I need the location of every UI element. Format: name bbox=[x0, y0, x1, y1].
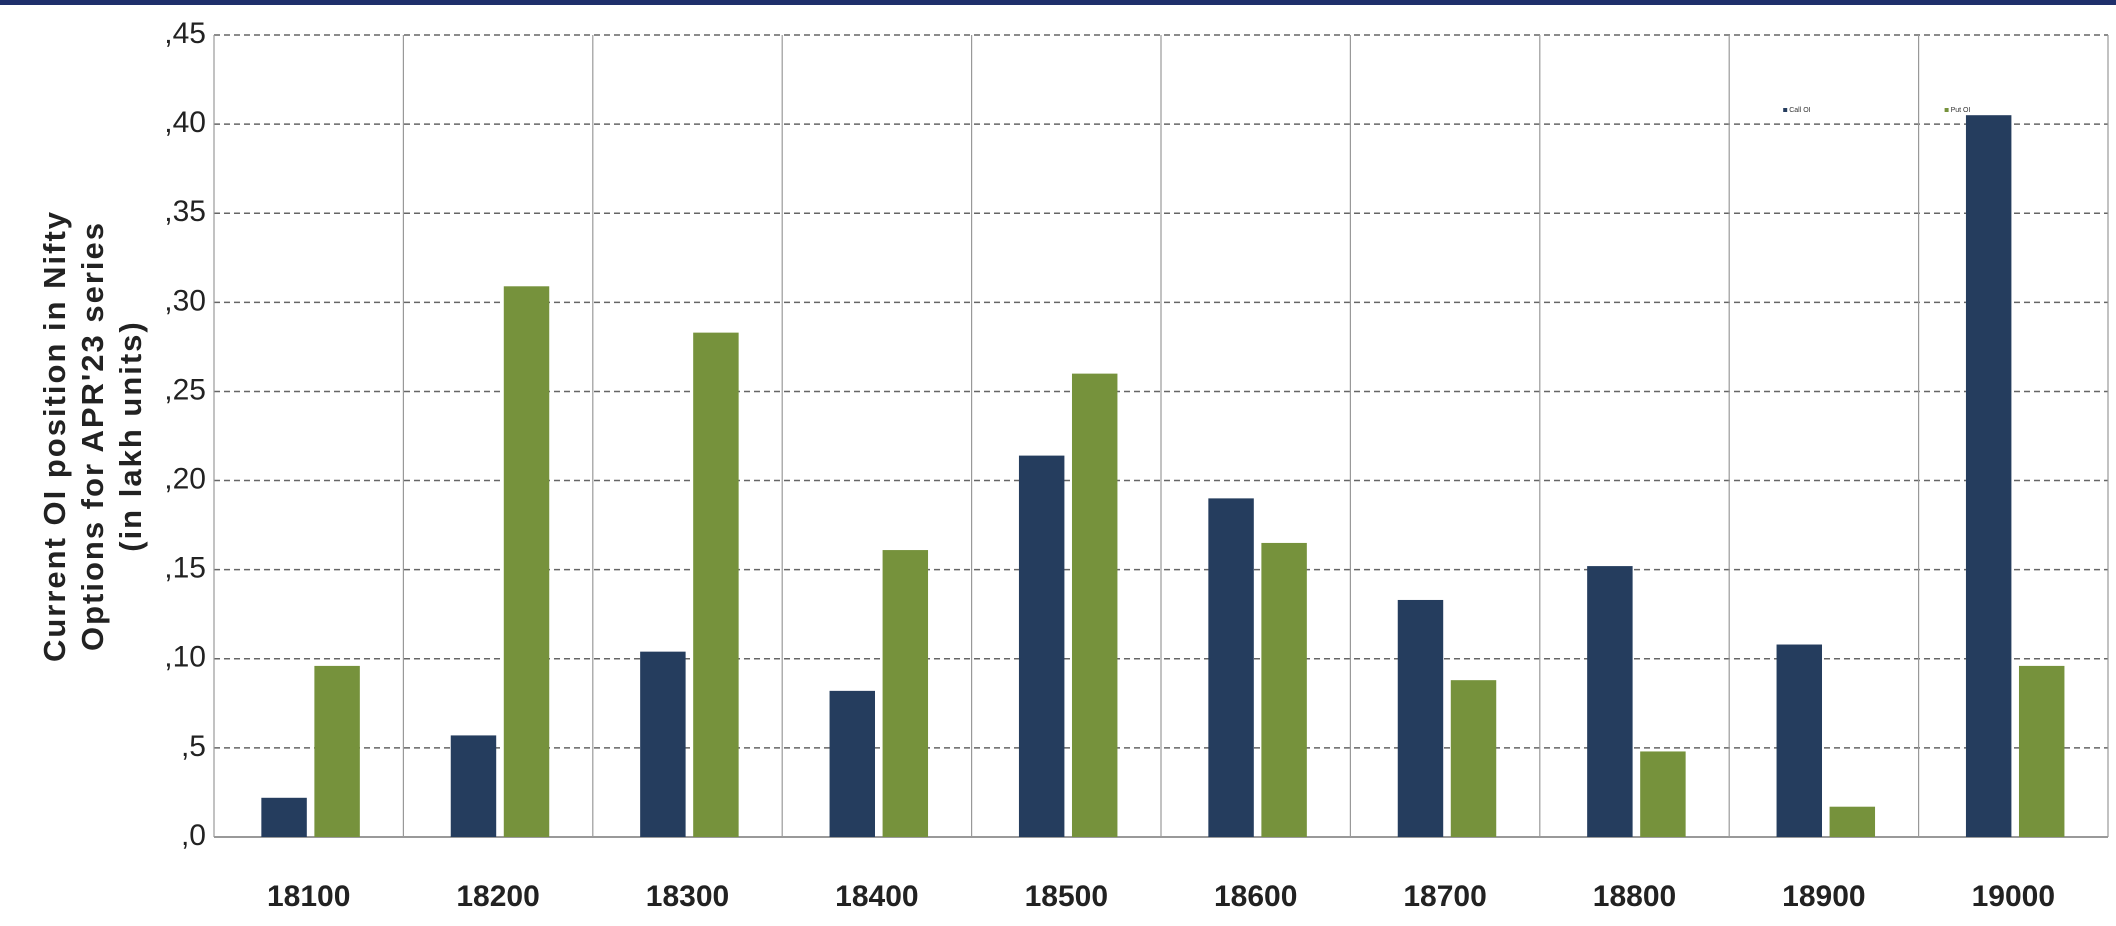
x-tick-label: 18900 bbox=[1782, 880, 1865, 913]
y-tick-label: ,25 bbox=[164, 373, 206, 406]
bar bbox=[882, 550, 929, 837]
x-tick-label: 18200 bbox=[456, 880, 539, 913]
x-tick-label: 18800 bbox=[1593, 880, 1676, 913]
x-tick-label: 18500 bbox=[1025, 880, 1108, 913]
y-tick-label: ,30 bbox=[164, 284, 206, 317]
y-tick-label: ,0 bbox=[181, 819, 206, 852]
x-tick-label: 18300 bbox=[646, 880, 729, 913]
x-tick-label: 18600 bbox=[1214, 880, 1297, 913]
bar bbox=[1071, 373, 1118, 837]
bar bbox=[450, 735, 497, 837]
legend-label: Put OI bbox=[1951, 107, 1971, 114]
bar bbox=[1776, 644, 1823, 837]
bar bbox=[640, 651, 686, 837]
bar bbox=[1640, 751, 1686, 837]
y-axis-label: Current OI position in Nifty Options for … bbox=[37, 210, 148, 662]
bar bbox=[1829, 806, 1876, 837]
legend-swatch bbox=[1944, 108, 1949, 112]
y-tick-label: ,10 bbox=[164, 641, 206, 674]
y-tick-label: ,15 bbox=[164, 552, 206, 585]
x-tick-label: 19000 bbox=[1972, 880, 2055, 913]
bar bbox=[1397, 599, 1444, 837]
x-tick-label: 18400 bbox=[835, 880, 918, 913]
bar bbox=[829, 690, 876, 837]
bar bbox=[1587, 566, 1633, 837]
bar bbox=[2018, 665, 2065, 837]
x-tick-label: 18100 bbox=[267, 880, 350, 913]
y-tick-label: ,40 bbox=[164, 106, 206, 139]
top-border bbox=[0, 0, 2116, 5]
bar bbox=[1965, 115, 2012, 837]
bar bbox=[261, 797, 307, 837]
x-tick-label: 18700 bbox=[1403, 880, 1486, 913]
bar bbox=[1208, 498, 1254, 837]
legend-swatch bbox=[1783, 108, 1788, 112]
bar bbox=[503, 286, 550, 837]
y-tick-label: ,5 bbox=[181, 730, 206, 763]
y-axis-label-line: (in lakh units) bbox=[113, 320, 148, 552]
bar bbox=[1450, 680, 1497, 837]
y-tick-label: ,45 bbox=[164, 17, 206, 50]
bar bbox=[693, 332, 739, 837]
y-tick-label: ,20 bbox=[164, 462, 206, 495]
y-axis-label-line: Current OI position in Nifty bbox=[37, 210, 72, 662]
y-axis-label-line: Options for APR'23 series bbox=[75, 221, 110, 651]
legend-label: Call OI bbox=[1789, 107, 1810, 114]
bar bbox=[1261, 542, 1307, 837]
bar bbox=[1018, 455, 1065, 837]
y-tick-label: ,35 bbox=[164, 195, 206, 228]
bar bbox=[314, 665, 360, 837]
